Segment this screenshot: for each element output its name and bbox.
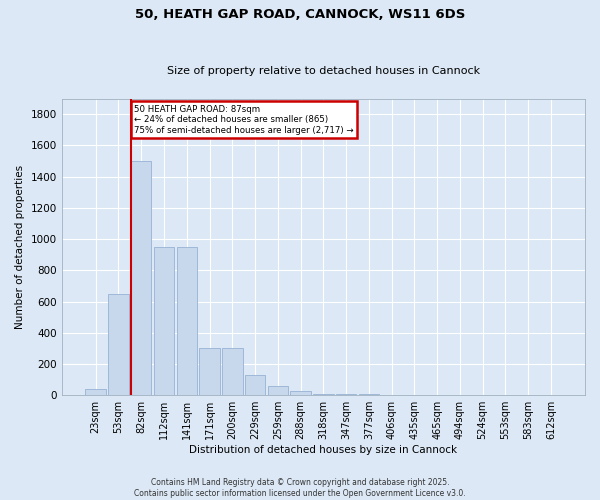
Bar bbox=[222, 348, 242, 395]
Bar bbox=[245, 375, 265, 395]
Bar bbox=[268, 386, 288, 395]
Bar bbox=[313, 394, 334, 395]
Text: 50, HEATH GAP ROAD, CANNOCK, WS11 6DS: 50, HEATH GAP ROAD, CANNOCK, WS11 6DS bbox=[135, 8, 465, 20]
Bar bbox=[199, 348, 220, 395]
Bar bbox=[154, 247, 174, 395]
Bar bbox=[85, 389, 106, 395]
Text: 50 HEATH GAP ROAD: 87sqm
← 24% of detached houses are smaller (865)
75% of semi-: 50 HEATH GAP ROAD: 87sqm ← 24% of detach… bbox=[134, 104, 354, 134]
Bar bbox=[359, 394, 379, 395]
Bar bbox=[290, 392, 311, 395]
Title: Size of property relative to detached houses in Cannock: Size of property relative to detached ho… bbox=[167, 66, 480, 76]
Y-axis label: Number of detached properties: Number of detached properties bbox=[15, 165, 25, 329]
Bar bbox=[336, 394, 356, 395]
X-axis label: Distribution of detached houses by size in Cannock: Distribution of detached houses by size … bbox=[189, 445, 457, 455]
Text: Contains HM Land Registry data © Crown copyright and database right 2025.
Contai: Contains HM Land Registry data © Crown c… bbox=[134, 478, 466, 498]
Bar bbox=[108, 294, 129, 395]
Bar bbox=[176, 247, 197, 395]
Bar bbox=[131, 161, 151, 395]
